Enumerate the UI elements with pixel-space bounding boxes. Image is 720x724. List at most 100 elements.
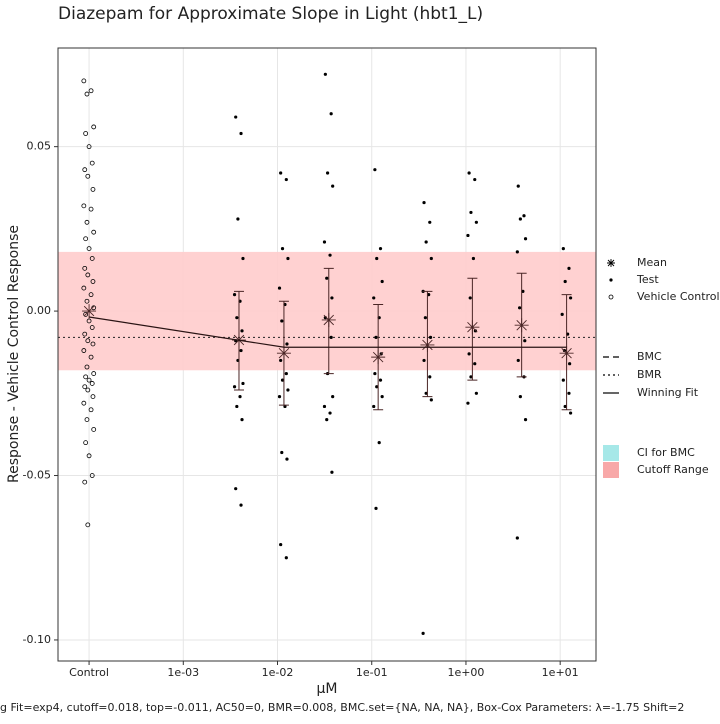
test-point bbox=[516, 184, 520, 188]
plot-border bbox=[57, 47, 597, 662]
legend-label: BMR bbox=[637, 368, 662, 381]
legend-key bbox=[603, 445, 619, 461]
test-point bbox=[474, 391, 478, 395]
mean-marker bbox=[82, 304, 97, 319]
test-point bbox=[373, 371, 377, 376]
test-point bbox=[328, 253, 332, 257]
test-point bbox=[372, 404, 376, 409]
fit-line bbox=[88, 316, 567, 348]
test-point bbox=[428, 220, 432, 224]
y-tick-label: -0.10 bbox=[23, 633, 51, 646]
test-point bbox=[328, 411, 332, 415]
test-point bbox=[325, 171, 330, 175]
vehicle-point bbox=[85, 173, 91, 179]
caption: g Fit=exp4, cutoff=0.018, top=-0.011, AC… bbox=[0, 701, 684, 714]
vehicle-point bbox=[91, 124, 97, 130]
test-point bbox=[239, 348, 243, 353]
test-point bbox=[285, 342, 289, 346]
vehicle-point bbox=[90, 341, 96, 347]
test-point bbox=[284, 556, 288, 560]
test-point bbox=[515, 536, 519, 540]
test-point bbox=[240, 329, 244, 333]
test-point bbox=[522, 214, 526, 218]
test-point bbox=[563, 279, 567, 284]
vehicle-point bbox=[84, 364, 90, 370]
test-point bbox=[322, 404, 327, 409]
test-point bbox=[241, 256, 245, 261]
vehicle-point bbox=[83, 236, 89, 242]
test-point bbox=[234, 487, 238, 491]
legend-label: BMC bbox=[637, 350, 662, 363]
vehicle-point bbox=[84, 417, 90, 423]
test-point bbox=[280, 247, 285, 251]
test-point bbox=[279, 171, 283, 175]
vehicle-point bbox=[81, 78, 87, 84]
x-tick-label: 1e-01 bbox=[356, 666, 388, 679]
test-point bbox=[567, 391, 571, 395]
vehicle-point bbox=[88, 292, 94, 298]
test-point bbox=[375, 256, 379, 261]
test-point bbox=[563, 404, 567, 409]
vehicle-point bbox=[82, 167, 88, 173]
mean-marker bbox=[465, 320, 480, 335]
test-point bbox=[325, 418, 329, 422]
x-tick-label: 1e-02 bbox=[262, 666, 294, 679]
test-point bbox=[523, 237, 528, 241]
test-point bbox=[467, 171, 471, 175]
test-point bbox=[378, 378, 383, 382]
legend-key bbox=[607, 259, 615, 267]
test-point bbox=[285, 457, 289, 461]
test-point bbox=[234, 115, 238, 119]
vehicle-point bbox=[89, 256, 95, 261]
test-point bbox=[518, 306, 522, 310]
legend-label: Vehicle Control bbox=[637, 290, 720, 303]
test-point bbox=[515, 250, 519, 254]
cutoff-band bbox=[58, 251, 596, 371]
test-point bbox=[424, 240, 428, 244]
mean-marker bbox=[514, 318, 529, 333]
legend-key bbox=[608, 294, 614, 300]
test-point bbox=[372, 296, 376, 300]
test-point bbox=[568, 362, 572, 366]
test-point bbox=[471, 256, 476, 261]
test-point bbox=[568, 411, 573, 415]
vehicle-point bbox=[86, 144, 92, 150]
test-point bbox=[331, 184, 335, 188]
test-point bbox=[377, 441, 381, 445]
mean-marker bbox=[276, 346, 291, 361]
test-point bbox=[378, 247, 383, 251]
test-point bbox=[568, 296, 573, 300]
vehicle-point bbox=[86, 318, 92, 324]
test-point bbox=[375, 385, 379, 389]
test-point bbox=[240, 418, 244, 422]
mean-marker bbox=[321, 312, 336, 327]
vehicle-point bbox=[81, 285, 87, 291]
vehicle-point bbox=[89, 473, 95, 478]
vehicle-point bbox=[86, 246, 92, 252]
vehicle-point bbox=[88, 206, 94, 212]
test-point bbox=[232, 385, 237, 389]
test-point bbox=[516, 358, 520, 363]
test-point bbox=[239, 503, 243, 507]
vehicle-point bbox=[86, 453, 92, 459]
test-point bbox=[428, 335, 433, 339]
test-point bbox=[523, 418, 528, 422]
test-point bbox=[560, 312, 564, 316]
test-point bbox=[279, 358, 283, 363]
x-tick-label: 1e+01 bbox=[542, 666, 579, 679]
vehicle-point bbox=[81, 203, 87, 209]
test-point bbox=[329, 335, 333, 339]
vehicle-point bbox=[82, 384, 88, 390]
chart-title: Diazepam for Approximate Slope in Light … bbox=[58, 4, 483, 24]
vehicle-point bbox=[90, 394, 96, 399]
test-point bbox=[561, 378, 565, 382]
test-point bbox=[474, 220, 478, 224]
test-point bbox=[236, 217, 240, 221]
test-point bbox=[374, 335, 378, 339]
x-tick-label: Control bbox=[69, 666, 109, 679]
test-point bbox=[380, 279, 384, 284]
test-point bbox=[280, 450, 284, 455]
vehicle-point bbox=[85, 522, 91, 528]
test-point bbox=[277, 394, 282, 399]
test-point bbox=[429, 256, 433, 261]
